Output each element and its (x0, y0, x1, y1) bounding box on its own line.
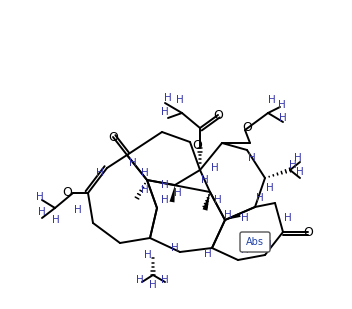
Text: H: H (38, 207, 46, 217)
Text: H: H (144, 250, 152, 260)
Text: H: H (248, 153, 256, 163)
Text: O: O (192, 138, 202, 151)
Text: H: H (36, 192, 44, 202)
Text: H: H (214, 195, 222, 205)
Text: O: O (213, 108, 223, 121)
Text: H: H (278, 100, 286, 110)
Text: H: H (256, 193, 264, 203)
Text: O: O (62, 187, 72, 200)
Text: H: H (161, 107, 169, 117)
Text: H: H (161, 195, 169, 205)
Text: H: H (171, 243, 179, 253)
Text: H: H (204, 249, 212, 259)
Text: H: H (264, 240, 272, 250)
Text: H: H (294, 153, 302, 163)
Text: H: H (224, 210, 232, 220)
Text: H: H (211, 163, 219, 173)
Text: H: H (141, 185, 149, 195)
Text: H: H (136, 275, 144, 285)
Polygon shape (225, 213, 241, 220)
Text: H: H (129, 158, 137, 168)
Text: H: H (284, 213, 292, 223)
Text: H: H (289, 160, 297, 170)
Text: O: O (303, 226, 313, 239)
Text: H: H (141, 168, 149, 178)
Text: O: O (108, 130, 118, 143)
Text: H: H (161, 180, 169, 190)
Polygon shape (170, 185, 175, 202)
Text: H: H (96, 168, 104, 178)
Text: H: H (164, 93, 172, 103)
Text: H: H (296, 167, 304, 177)
Polygon shape (203, 192, 210, 211)
Text: H: H (201, 175, 209, 185)
Text: H: H (279, 113, 287, 123)
Text: H: H (161, 275, 169, 285)
Text: H: H (174, 188, 182, 198)
Text: H: H (176, 95, 184, 105)
Text: H: H (266, 183, 274, 193)
Text: H: H (268, 95, 276, 105)
Text: H: H (241, 245, 249, 255)
Text: Abs: Abs (246, 237, 264, 247)
Text: H: H (74, 205, 82, 215)
FancyBboxPatch shape (240, 232, 270, 252)
Text: O: O (242, 121, 252, 133)
Text: H: H (52, 215, 60, 225)
Text: H: H (241, 213, 249, 223)
Text: H: H (149, 280, 157, 290)
